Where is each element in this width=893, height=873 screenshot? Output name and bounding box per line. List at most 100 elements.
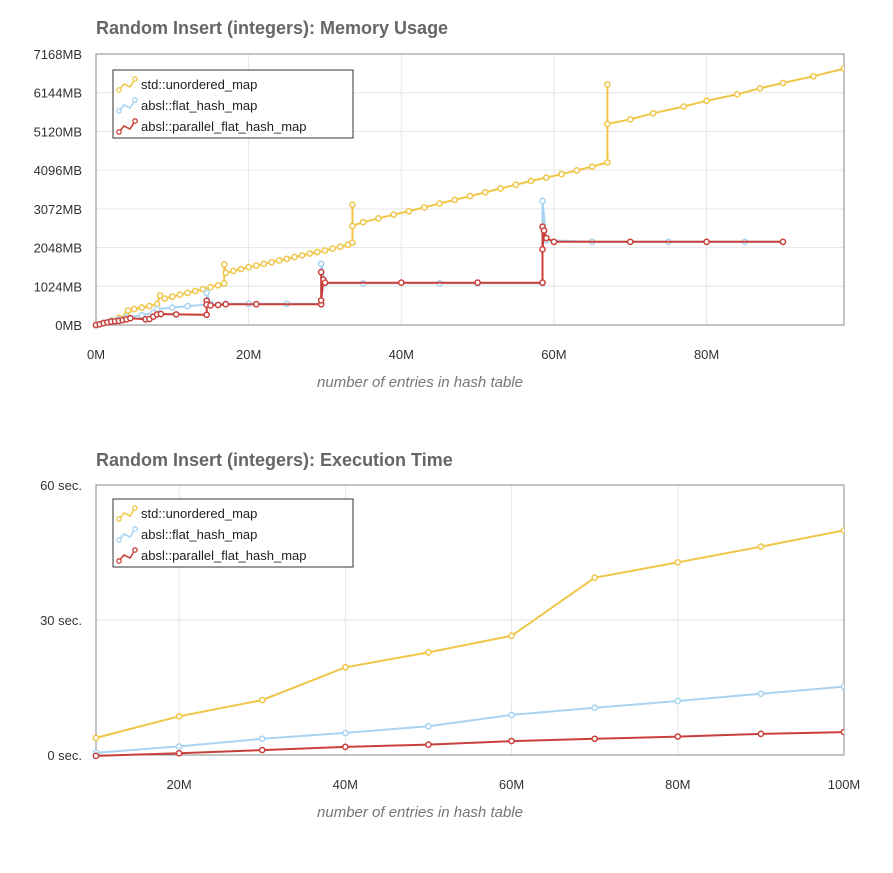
data-point bbox=[283, 255, 291, 263]
data-point bbox=[153, 305, 161, 313]
data-point bbox=[341, 663, 349, 671]
data-point bbox=[317, 268, 325, 276]
x-axis-label: number of entries in hash table bbox=[317, 804, 523, 821]
data-point bbox=[203, 311, 211, 319]
series-2 bbox=[92, 223, 787, 329]
legend-marker bbox=[116, 558, 122, 564]
data-point bbox=[341, 743, 349, 751]
data-point bbox=[604, 120, 611, 128]
data-point bbox=[298, 252, 306, 259]
data-point bbox=[674, 733, 682, 740]
data-point bbox=[527, 177, 535, 185]
data-point bbox=[349, 201, 356, 209]
data-point bbox=[649, 109, 657, 117]
legend-marker bbox=[132, 505, 138, 511]
series-line bbox=[95, 226, 783, 326]
data-point bbox=[126, 314, 134, 322]
data-point bbox=[191, 287, 199, 295]
data-point bbox=[203, 289, 211, 297]
data-point bbox=[604, 81, 611, 88]
data-point bbox=[172, 311, 180, 318]
data-point bbox=[733, 91, 741, 98]
data-point bbox=[425, 649, 432, 656]
data-point bbox=[397, 279, 405, 287]
legend-swatch-icon bbox=[118, 507, 136, 520]
legend-entry: std::unordered_map bbox=[141, 506, 257, 521]
data-point bbox=[540, 227, 548, 234]
data-point bbox=[588, 163, 596, 170]
x-tick-label: 40M bbox=[333, 777, 358, 792]
data-point bbox=[539, 246, 546, 253]
data-point bbox=[92, 734, 100, 742]
plot-area-border bbox=[95, 53, 845, 326]
memory-usage-plot: 0M 20M 40M 60M 80M 0MB 1024MB 2048MB 3072MB 4096M… bbox=[34, 47, 845, 391]
execution-time-chart: Random Insert (integers): Execution Time… bbox=[0, 430, 893, 868]
data-point bbox=[542, 174, 550, 181]
data-point bbox=[291, 253, 298, 261]
legend-marker bbox=[116, 537, 122, 543]
data-point bbox=[757, 730, 765, 738]
data-point bbox=[420, 204, 428, 211]
legend-marker bbox=[132, 76, 138, 82]
legend-box bbox=[112, 69, 354, 139]
y-tick-label: 0MB bbox=[55, 318, 82, 333]
x-axis-label: number of entries in hash table bbox=[317, 374, 523, 391]
legend-swatch-icon bbox=[118, 99, 136, 112]
series-2 bbox=[92, 728, 844, 759]
y-tick-label: 6144MB bbox=[34, 86, 82, 101]
legend-marker bbox=[116, 129, 122, 135]
memory-usage-chart: Random Insert (integers): Memory Usage 0… bbox=[0, 0, 893, 430]
x-tick-label: 20M bbox=[166, 777, 191, 792]
data-point bbox=[92, 752, 100, 759]
data-point bbox=[313, 248, 321, 256]
x-tick-label: 40M bbox=[389, 347, 414, 362]
data-point bbox=[425, 722, 432, 730]
data-point bbox=[146, 302, 153, 310]
data-point bbox=[591, 574, 599, 582]
y-tick-label: 1024MB bbox=[34, 279, 82, 294]
data-point bbox=[184, 302, 191, 310]
data-point bbox=[156, 292, 164, 299]
data-point bbox=[474, 279, 481, 287]
data-point bbox=[252, 300, 260, 308]
data-point bbox=[810, 72, 817, 80]
data-point bbox=[222, 300, 230, 308]
data-point bbox=[245, 263, 253, 271]
y-tick-label: 7168MB bbox=[34, 47, 82, 62]
data-point bbox=[840, 65, 844, 73]
legend-swatch-icon bbox=[118, 549, 136, 562]
data-point bbox=[222, 269, 230, 277]
data-point bbox=[542, 234, 550, 242]
legend-box bbox=[112, 498, 354, 568]
data-point bbox=[757, 690, 765, 698]
data-point bbox=[604, 159, 611, 166]
series-line bbox=[95, 685, 844, 754]
data-point bbox=[237, 265, 245, 273]
data-point bbox=[539, 197, 546, 205]
data-point bbox=[425, 741, 432, 748]
y-tick-label: 60 sec. bbox=[40, 478, 82, 493]
data-point bbox=[703, 238, 710, 246]
data-point bbox=[175, 743, 183, 750]
legend-marker bbox=[116, 516, 122, 522]
legend-entry: absl::flat_hash_map bbox=[141, 527, 257, 542]
series-0 bbox=[92, 527, 844, 742]
data-point bbox=[317, 260, 325, 268]
data-point bbox=[175, 749, 183, 757]
series-1 bbox=[92, 197, 787, 329]
data-point bbox=[779, 238, 787, 246]
x-tick-label: 20M bbox=[236, 347, 261, 362]
data-point bbox=[138, 311, 146, 319]
data-point bbox=[550, 238, 558, 246]
data-point bbox=[680, 103, 688, 110]
legend-entry: absl::flat_hash_map bbox=[141, 98, 257, 113]
x-tick-label: 60M bbox=[541, 347, 566, 362]
series-1 bbox=[92, 683, 844, 757]
data-point bbox=[214, 301, 222, 309]
data-point bbox=[321, 247, 329, 254]
legend-swatch-icon bbox=[118, 78, 136, 91]
data-point bbox=[508, 632, 515, 640]
data-point bbox=[591, 735, 599, 743]
data-point bbox=[317, 297, 325, 304]
data-point bbox=[168, 293, 176, 300]
